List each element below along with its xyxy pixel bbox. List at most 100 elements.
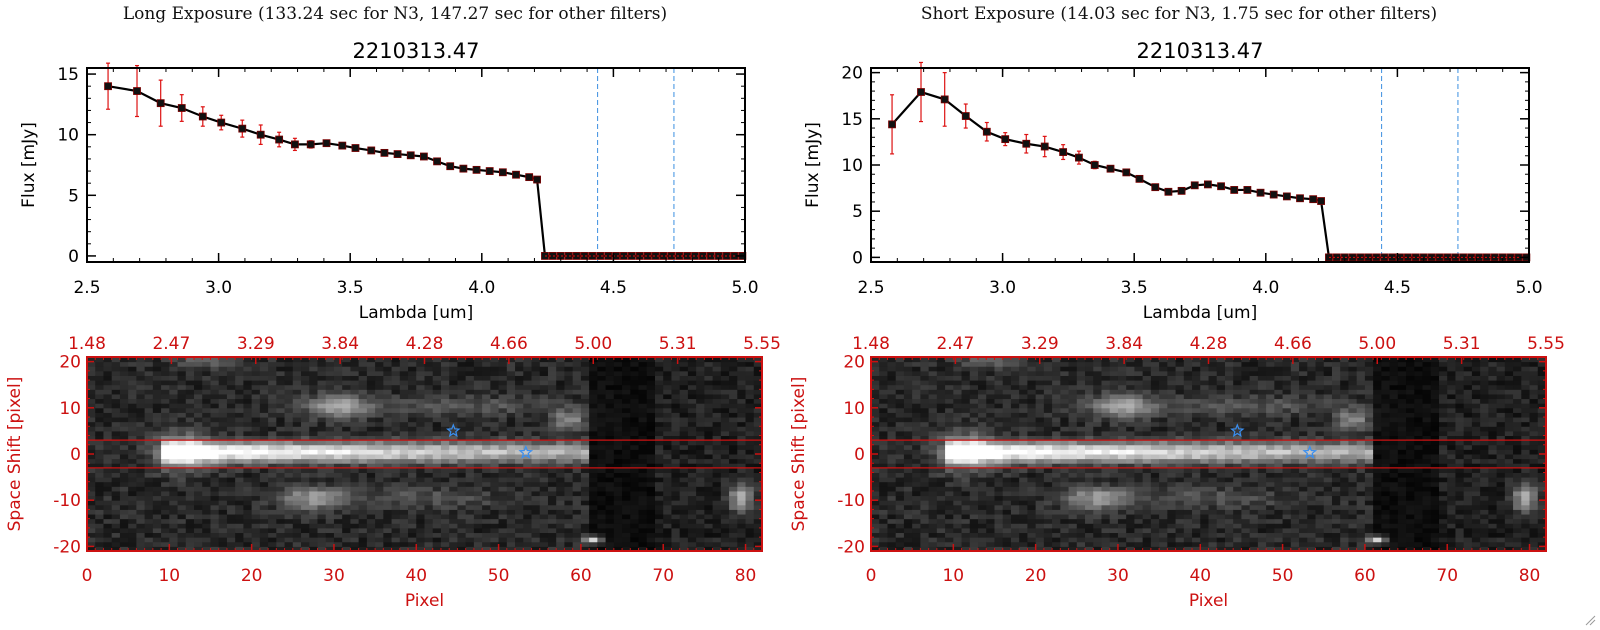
wavelength-tick-label-8: 5.55	[743, 334, 781, 354]
data-point-35	[1380, 253, 1389, 262]
data-point-35	[596, 252, 605, 260]
data-point-25	[1296, 194, 1304, 203]
data-point-42	[651, 252, 660, 260]
source-star-marker-1	[518, 444, 534, 459]
source-star-marker-0	[446, 423, 461, 438]
data-point-8	[275, 135, 284, 144]
y-tick-label-0: 0	[852, 248, 863, 268]
data-point-3	[177, 104, 186, 112]
data-point-37	[612, 252, 620, 260]
resize-grip-icon[interactable]	[1584, 614, 1596, 626]
x-tick-label-3: 4.0	[468, 278, 495, 298]
x-tick-label-1: 3.0	[205, 278, 232, 298]
data-point-14	[1151, 183, 1160, 192]
x-tick-label-2: 3.5	[337, 278, 364, 298]
pixel-tick-label-6: 60	[1354, 566, 1376, 586]
wavelength-tick-label-3: 3.84	[1105, 334, 1143, 354]
y-tick-label-2: 10	[841, 156, 863, 176]
pixel-tick-label-0: 0	[866, 566, 877, 586]
x-tick-label-3: 4.0	[1252, 278, 1279, 298]
data-point-4	[198, 112, 207, 121]
data-point-42	[1435, 253, 1444, 262]
data-point-7	[1040, 142, 1049, 151]
data-point-11	[322, 139, 331, 148]
data-point-38	[620, 252, 628, 260]
data-point-41	[1427, 253, 1436, 262]
shift-tick-label-1: -10	[53, 491, 81, 511]
data-point-37	[1396, 253, 1404, 262]
spectral-image	[871, 357, 1547, 552]
data-point-33	[580, 252, 589, 260]
pixel-tick-label-6: 60	[570, 566, 592, 586]
long-exposure-title: Long Exposure (133.24 sec for N3, 147.27…	[122, 4, 668, 24]
x-tick-label-2: 3.5	[1121, 278, 1148, 298]
data-point-34	[588, 252, 597, 260]
x-tick-label-5: 5.0	[731, 278, 758, 298]
data-point-16	[393, 150, 402, 158]
data-point-1	[133, 87, 141, 95]
wavelength-tick-label-3: 3.84	[321, 334, 359, 354]
data-point-2	[156, 99, 165, 108]
long-spectrum-chart: 2210313.47 2.5 3.0 3.5 4.0 4.5 5.0 0 5 10 15 Lambda…	[19, 39, 759, 323]
shift-tick-label-0: -20	[53, 537, 81, 557]
x-tick-label-0: 2.5	[857, 278, 884, 298]
data-point-9	[291, 140, 299, 149]
data-point-8	[1059, 148, 1068, 156]
data-point-41	[643, 252, 652, 260]
wavelength-tick-label-5: 4.66	[490, 334, 528, 354]
short-image-chart: 0 10 20 30 40 50 60 70 80 1.48 2.47 3.29 3.84 4.28 4.6…	[789, 334, 1565, 611]
pixel-tick-label-4: 40	[405, 566, 427, 586]
pixel-tick-label-3: 30	[1107, 566, 1129, 586]
shift-tick-label-0: -20	[837, 537, 865, 557]
data-point-2	[940, 95, 949, 104]
data-point-21	[459, 164, 468, 173]
data-point-22	[1256, 188, 1265, 197]
data-point-11	[1106, 164, 1115, 173]
data-point-26	[1309, 195, 1318, 204]
pixel-tick-label-7: 70	[652, 566, 674, 586]
data-point-0	[888, 120, 896, 129]
data-point-6	[238, 124, 247, 133]
source-star-marker-1	[1302, 444, 1318, 459]
short-exposure-panel: Short Exposure (14.03 sec for N3, 1.75 s…	[784, 0, 1574, 630]
data-point-16	[1177, 186, 1186, 195]
pixel-tick-label-5: 50	[1272, 566, 1294, 586]
pixel-axis-label: Pixel	[1189, 591, 1228, 611]
wavelength-tick-label-6: 5.00	[1358, 334, 1396, 354]
data-point-13	[351, 144, 360, 152]
data-point-18	[1203, 180, 1212, 189]
data-point-25	[512, 170, 520, 179]
y-tick-label-1: 5	[68, 186, 79, 206]
data-point-12	[338, 141, 347, 150]
data-point-21	[1243, 186, 1252, 194]
data-point-7	[256, 130, 265, 139]
data-point-5	[217, 118, 226, 127]
short-exposure-title: Short Exposure (14.03 sec for N3, 1.75 s…	[920, 4, 1438, 24]
data-point-22	[472, 165, 481, 174]
short-spectrum-chart: 2210313.47 2.5 3.0 3.5 4.0 4.5 5.0 0 5 10 15 20 Lamb…	[803, 39, 1543, 323]
data-point-0	[104, 82, 112, 91]
wavelength-tick-label-6: 5.00	[574, 334, 612, 354]
long-exposure-panel: Long Exposure (133.24 sec for N3, 147.27…	[0, 0, 790, 630]
data-point-20	[1230, 186, 1239, 194]
data-point-24	[498, 168, 507, 177]
source-star-marker-0	[1230, 423, 1245, 438]
data-point-19	[1217, 182, 1225, 191]
wavelength-tick-label-4: 4.28	[1190, 334, 1228, 354]
pixel-axis-label: Pixel	[405, 591, 444, 611]
data-point-17	[406, 151, 415, 160]
y-axis-label: Flux [mJy]	[19, 122, 39, 208]
pixel-tick-label-5: 50	[488, 566, 510, 586]
data-point-12	[1122, 168, 1131, 177]
data-point-23	[485, 167, 494, 175]
data-point-13	[1135, 174, 1144, 183]
pixel-tick-label-3: 30	[323, 566, 345, 586]
data-point-15	[1164, 187, 1173, 196]
x-axis-label: Lambda [um]	[359, 303, 473, 323]
wavelength-tick-label-1: 2.47	[152, 334, 190, 354]
data-point-36	[1388, 253, 1397, 262]
wavelength-tick-label-2: 3.29	[237, 334, 275, 354]
wavelength-tick-label-2: 3.29	[1021, 334, 1059, 354]
data-point-34	[1372, 253, 1381, 262]
data-point-10	[306, 140, 315, 149]
